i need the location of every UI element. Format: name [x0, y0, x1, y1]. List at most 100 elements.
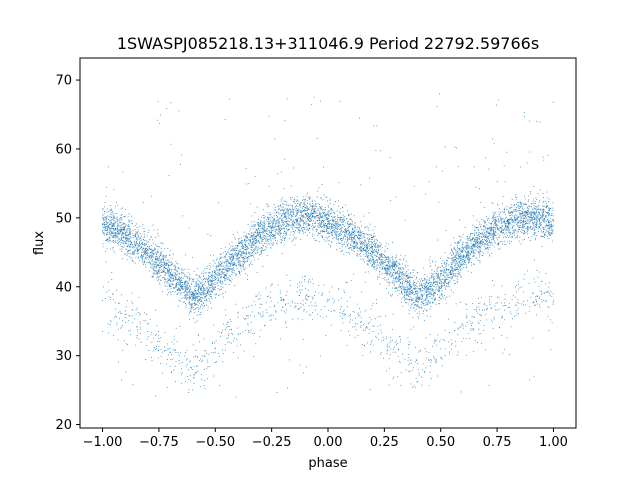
data-point: [279, 228, 281, 230]
data-point: [399, 276, 400, 277]
data-point: [535, 232, 537, 234]
data-point: [536, 208, 538, 210]
data-point: [310, 205, 312, 207]
data-point: [117, 223, 119, 225]
data-point: [445, 285, 447, 287]
data-point: [189, 286, 191, 288]
data-point: [359, 232, 361, 234]
data-point: [178, 267, 180, 269]
data-point: [163, 270, 165, 272]
data-point: [214, 274, 216, 276]
data-point: [537, 193, 539, 195]
data-point: [264, 227, 266, 229]
data-point: [127, 216, 129, 218]
data-point: [296, 218, 298, 220]
data-point: [468, 254, 470, 256]
data-point: [143, 253, 145, 255]
data-point: [257, 232, 259, 234]
data-point: [334, 232, 336, 234]
data-point: [482, 241, 484, 243]
data-point: [460, 276, 462, 278]
data-point: [536, 212, 538, 214]
data-point: [284, 211, 286, 213]
data-point: [185, 303, 186, 305]
data-point: [116, 216, 118, 218]
data-point: [542, 228, 544, 230]
data-point: [143, 243, 145, 245]
data-point: [507, 220, 508, 222]
data-point: [277, 216, 279, 218]
data-point: [381, 258, 383, 260]
data-point: [240, 255, 242, 257]
data-point: [343, 231, 344, 233]
data-point: [122, 227, 124, 229]
data-point: [399, 275, 401, 277]
data-point: [392, 267, 394, 269]
data-point: [204, 296, 206, 297]
data-point: [363, 233, 365, 235]
data-point: [550, 208, 552, 210]
data-point: [263, 230, 265, 232]
data-point: [151, 250, 153, 252]
data-point: [189, 288, 191, 290]
data-point: [109, 210, 111, 212]
data-point: [405, 279, 407, 281]
data-point: [217, 265, 219, 267]
data-point: [321, 227, 323, 229]
data-point: [351, 239, 353, 241]
data-point: [220, 274, 222, 275]
data-point: [452, 259, 454, 261]
data-point: [157, 249, 159, 251]
data-point: [270, 235, 272, 237]
data-point: [417, 291, 419, 293]
data-point: [513, 221, 514, 223]
data-point: [459, 247, 461, 249]
data-point: [184, 290, 186, 292]
data-point: [185, 280, 187, 282]
data-point: [263, 236, 265, 238]
data-point: [392, 280, 394, 282]
data-point: [126, 231, 128, 233]
data-point: [130, 245, 132, 247]
data-point: [290, 213, 292, 215]
data-point: [174, 268, 176, 270]
data-point: [467, 250, 469, 252]
data-point: [323, 226, 325, 228]
data-point: [266, 255, 268, 256]
data-point: [145, 252, 147, 254]
data-point: [246, 248, 248, 250]
data-point: [467, 255, 468, 256]
data-point: [162, 259, 164, 261]
data-point: [231, 254, 233, 255]
data-point: [412, 307, 414, 309]
data-point: [112, 233, 114, 235]
data-point: [107, 227, 109, 228]
data-point: [438, 300, 440, 301]
data-point: [304, 207, 306, 208]
data-point: [487, 232, 489, 233]
data-point: [523, 217, 525, 219]
data-point: [177, 274, 178, 276]
data-point: [184, 281, 186, 283]
data-point: [156, 261, 158, 263]
data-point: [219, 280, 221, 282]
data-point: [434, 292, 436, 294]
data-point: [247, 247, 249, 249]
data-point: [257, 246, 259, 248]
data-point: [193, 290, 195, 292]
data-point: [511, 218, 513, 220]
data-point: [408, 309, 410, 311]
data-point: [258, 248, 260, 250]
data-point: [527, 209, 528, 211]
data-point: [439, 269, 441, 271]
data-point: [452, 260, 454, 262]
data-point: [289, 229, 290, 231]
data-point: [523, 214, 525, 216]
data-point: [210, 302, 212, 304]
data-point: [212, 283, 214, 285]
data-point: [167, 278, 169, 279]
data-point: [358, 237, 360, 239]
data-point: [468, 257, 470, 259]
data-point: [437, 285, 439, 287]
data-point: [182, 287, 183, 289]
